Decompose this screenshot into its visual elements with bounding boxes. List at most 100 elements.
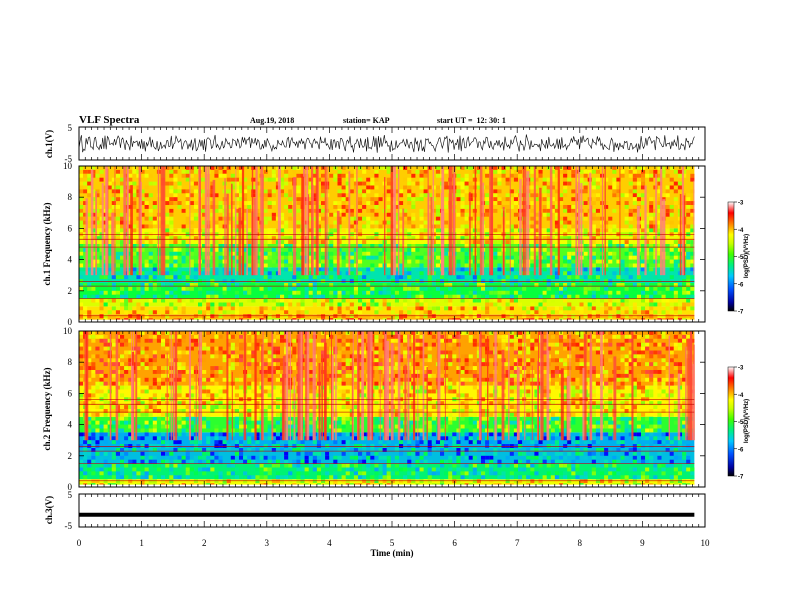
spectrogram-cell <box>690 208 695 213</box>
spectrogram-cell <box>214 283 219 287</box>
spectrogram-cell <box>234 205 239 209</box>
spectrogram-cell <box>284 205 289 209</box>
spectrogram-cell <box>169 471 174 476</box>
spectrogram-cell <box>193 205 198 209</box>
spectrogram-cell <box>239 424 244 429</box>
spectrogram-cell <box>91 424 96 429</box>
spectrogram-cell <box>83 216 88 221</box>
spectrogram-cell <box>538 455 543 460</box>
spectrogram-cell <box>316 440 321 445</box>
spectrogram-cell <box>91 432 96 437</box>
spectrogram-cell <box>99 405 104 409</box>
spectrogram-cell <box>316 208 321 213</box>
spectrogram-cell <box>386 220 391 225</box>
spectrogram-cell <box>399 259 404 264</box>
spectrogram-cell <box>583 169 588 174</box>
spectrogram-cell <box>554 244 559 248</box>
spectrogram-cell <box>181 247 186 252</box>
spectrogram-cell <box>411 240 416 244</box>
spectrogram-cell <box>280 212 285 217</box>
spectrogram-cell <box>665 173 670 178</box>
spectrogram-cell <box>649 208 654 213</box>
spectrogram-cell <box>341 197 346 202</box>
spectrogram-cell <box>518 467 523 472</box>
spectrogram-cell <box>218 306 223 311</box>
spectrogram-cell <box>308 208 313 213</box>
spectrogram-cell <box>509 448 514 452</box>
sferic-streak <box>277 166 281 276</box>
spectrogram-cell <box>534 228 539 233</box>
spectrogram-cell <box>407 177 412 182</box>
spectrogram-cell <box>87 463 92 468</box>
spectrogram-cell <box>476 169 481 174</box>
spectrogram-cell <box>554 290 559 295</box>
spectrogram-cell <box>243 455 248 460</box>
spectrogram-cell <box>370 208 375 213</box>
spectrogram-cell <box>673 455 678 460</box>
spectrogram-cell <box>312 181 317 186</box>
sferic-streak <box>655 174 657 276</box>
spectrogram-cell <box>169 169 174 174</box>
spectrogram-cell <box>247 236 252 241</box>
spectrogram-cell <box>641 193 646 198</box>
spectrogram-cell <box>620 244 625 248</box>
spectrogram-cell <box>550 236 555 241</box>
spectrogram-cell <box>497 169 502 174</box>
spectrogram-cell <box>595 208 600 213</box>
spectrogram-cell <box>341 475 346 480</box>
spectrogram-cell <box>591 251 596 256</box>
spectrogram-cell <box>140 475 145 480</box>
spectrogram-cell <box>366 189 371 194</box>
spectrogram-cell <box>460 212 465 217</box>
spectrogram-cell <box>518 424 523 429</box>
spectrogram-cell <box>415 236 420 241</box>
spectrogram-cell <box>111 193 116 198</box>
spectrogram-cell <box>604 201 609 205</box>
spectrogram-cell <box>115 216 120 221</box>
spectrogram-cell <box>148 173 153 178</box>
spectrogram-cell <box>505 455 510 460</box>
spectrogram-cell <box>591 459 596 464</box>
spectrogram-cell <box>206 451 211 456</box>
spectrogram-cell <box>587 283 592 287</box>
spectrogram-cell <box>234 283 239 287</box>
spectrogram-cell <box>624 251 629 256</box>
spectrogram-cell <box>378 475 383 480</box>
spectrogram-cell <box>563 286 568 291</box>
spectrogram-cell <box>214 436 219 441</box>
sferic-streak <box>101 183 104 276</box>
header-start-time: start UT = 12: 30: 1 <box>437 116 506 125</box>
spectrogram-cell <box>374 177 379 182</box>
spectrogram-cell <box>399 428 404 433</box>
spectrogram-cell <box>653 310 658 315</box>
spectrogram-cell <box>288 216 293 221</box>
spectrogram-cell <box>444 436 449 441</box>
ch1-frequency-ylabel: ch.1 Frequency (kHz) <box>42 202 52 285</box>
spectrogram-cell <box>382 302 387 307</box>
spectrogram-cell <box>202 310 207 315</box>
spectrogram-cell <box>542 181 547 186</box>
spectrogram-cell <box>243 286 248 291</box>
spectrogram-cell <box>267 228 272 233</box>
spectrogram-cell <box>419 255 424 260</box>
spectrogram-cell <box>144 475 149 480</box>
spectrogram-cell <box>370 181 375 186</box>
spectrogram-cell <box>304 459 309 464</box>
spectrogram-cell <box>435 251 440 256</box>
spectrogram-cell <box>686 166 691 170</box>
spectrogram-cell <box>370 263 375 268</box>
spectrogram-cell <box>624 294 629 299</box>
spectrogram-cell <box>657 201 662 205</box>
spectrogram-cell <box>95 173 100 178</box>
spectrogram-cell <box>513 247 518 252</box>
spectrogram-cell <box>234 294 239 299</box>
spectrogram-cell <box>353 271 358 276</box>
spectrogram-cell <box>604 228 609 233</box>
spectrogram-cell <box>99 420 104 425</box>
spectrogram-cell <box>600 459 605 464</box>
spectrogram-cell <box>612 459 617 464</box>
spectrogram-cell <box>222 286 227 291</box>
spectrogram-cell <box>669 475 674 480</box>
spectrogram-cell <box>604 290 609 295</box>
